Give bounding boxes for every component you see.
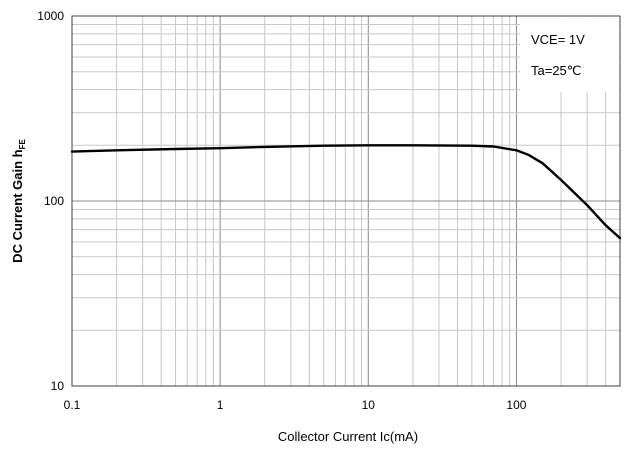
annotation-vce: VCE= 1V — [531, 32, 585, 47]
x-tick-label: 10 — [362, 398, 376, 412]
y-tick-label: 100 — [44, 194, 64, 208]
y-tick-label: 1000 — [37, 9, 64, 23]
y-axis-label-subscript: FE — [18, 139, 27, 150]
annotation-ta: Ta=25℃ — [531, 63, 581, 78]
plot-frame — [71, 15, 621, 387]
x-axis-label: Collector Current Ic(mA) — [278, 429, 418, 444]
y-tick-label: 10 — [51, 379, 65, 393]
series-line-hfe — [70, 144, 622, 240]
x-tick-label: 0.1 — [64, 398, 81, 412]
series-group — [70, 144, 622, 240]
y-tick-labels: 10 100 1000 — [37, 9, 64, 393]
x-tick-labels: 0.1 1 10 100 — [64, 398, 527, 412]
y-axis-label: DC Current Gain hFE — [10, 139, 27, 263]
annotation-box: VCE= 1V Ta=25℃ — [520, 17, 619, 92]
y-axis-label-main: DC Current Gain h — [10, 149, 25, 262]
x-tick-label: 100 — [506, 398, 526, 412]
x-tick-label: 1 — [217, 398, 224, 412]
